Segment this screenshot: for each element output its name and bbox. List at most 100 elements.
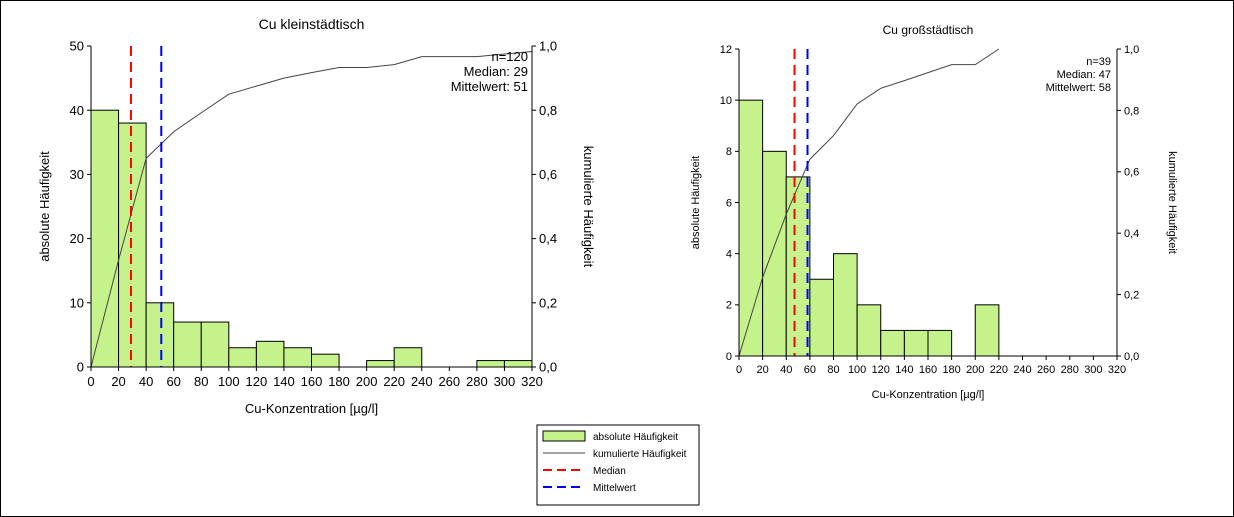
y-tick-label: 0 [77, 360, 84, 375]
x-tick-label: 160 [301, 374, 323, 389]
histogram-bar [283, 347, 312, 368]
histogram-bar [503, 360, 533, 368]
cumulative-line [738, 48, 1000, 357]
x-tick-label: 80 [194, 374, 208, 389]
y-tick-label: 20 [70, 231, 84, 246]
y-axis-label: absolute Häufigkeit [37, 151, 52, 262]
y2-axis-label: kumulierte Häufigkeit [581, 146, 596, 268]
stats-line: n=39 [1086, 56, 1111, 68]
x-tick-label: 100 [218, 374, 240, 389]
histogram-bar [809, 278, 834, 357]
histogram-bar [833, 253, 858, 357]
y2-tick-label: 0,2 [1124, 289, 1139, 301]
histogram-bar [393, 347, 423, 368]
x-axis-label: Cu-Konzentration [µg/l] [872, 389, 985, 401]
x-tick-label: 300 [1084, 364, 1102, 376]
x-axis-label: Cu-Konzentration [µg/l] [245, 401, 378, 416]
histogram-bar [762, 150, 787, 357]
x-tick-label: 20 [757, 364, 769, 376]
histogram-bar [785, 176, 811, 357]
y-tick-label: 10 [70, 295, 84, 310]
x-tick-label: 260 [1037, 364, 1055, 376]
x-tick-label: 180 [328, 374, 350, 389]
x-tick-label: 240 [1013, 364, 1031, 376]
legend-label: kumulierte Häufigkeit [593, 449, 687, 460]
x-tick-label: 40 [139, 374, 153, 389]
y2-tick-label: 0,0 [539, 360, 557, 375]
histogram-bar [974, 304, 1000, 357]
y-tick-label: 0 [726, 351, 732, 363]
x-tick-label: 240 [411, 374, 433, 389]
x-tick-label: 320 [1108, 364, 1126, 376]
x-tick-label: 200 [356, 374, 378, 389]
y-tick-label: 8 [726, 146, 732, 158]
x-tick-label: 100 [848, 364, 866, 376]
y2-tick-label: 0,8 [1124, 105, 1139, 117]
stats-line: Mittelwert: 58 [1046, 82, 1111, 94]
y-tick-label: 10 [720, 95, 732, 107]
x-tick-label: 0 [87, 374, 94, 389]
histogram-bar [927, 329, 953, 357]
stats-line: Median: 47 [1057, 69, 1111, 81]
x-tick-label: 180 [942, 364, 960, 376]
x-tick-label: 140 [273, 374, 295, 389]
stats-line: n=120 [491, 49, 528, 64]
histogram-bar [903, 329, 929, 357]
stats-line: Mittelwert: 51 [451, 79, 528, 94]
x-tick-label: 220 [383, 374, 405, 389]
histogram-bar [145, 302, 175, 368]
x-tick-label: 200 [966, 364, 984, 376]
histogram-bar [90, 109, 120, 368]
x-tick-label: 260 [438, 374, 460, 389]
chart-title: Cu kleinstädtisch [259, 16, 365, 32]
histogram-bar [311, 353, 340, 368]
y-tick-label: 4 [726, 249, 732, 261]
y2-tick-label: 0,4 [539, 231, 557, 246]
stats-line: Median: 29 [464, 64, 528, 79]
y2-tick-label: 0,2 [539, 295, 557, 310]
y2-tick-label: 0,6 [1124, 167, 1139, 179]
x-tick-label: 60 [804, 364, 816, 376]
y-tick-label: 12 [720, 44, 732, 56]
y2-tick-label: 1,0 [1124, 44, 1139, 56]
x-tick-label: 320 [521, 374, 543, 389]
x-tick-label: 280 [1061, 364, 1079, 376]
histogram-bar [228, 347, 257, 368]
y-axis-label: absolute Häufigkeit [690, 156, 702, 250]
x-tick-label: 220 [990, 364, 1008, 376]
histogram-bar [880, 329, 905, 357]
y-tick-label: 30 [70, 167, 84, 182]
y-tick-label: 6 [726, 197, 732, 209]
y-tick-label: 40 [70, 103, 84, 118]
x-tick-label: 280 [466, 374, 488, 389]
y-tick-label: 50 [70, 39, 84, 54]
x-tick-label: 60 [166, 374, 180, 389]
y2-tick-label: 0,6 [539, 167, 557, 182]
x-tick-label: 80 [827, 364, 839, 376]
legend-label: absolute Häufigkeit [593, 432, 678, 443]
x-tick-label: 120 [872, 364, 890, 376]
legend-swatch-bar [542, 430, 586, 442]
legend: absolute Häufigkeit kumulierte Häufigkeit… [536, 424, 700, 506]
x-tick-label: 140 [895, 364, 913, 376]
y2-tick-label: 0,4 [1124, 228, 1139, 240]
x-tick-label: 300 [494, 374, 516, 389]
y2-axis-label: kumulierte Häufigkeit [1166, 151, 1178, 254]
histogram-bar [173, 321, 202, 368]
histogram-bar [856, 304, 882, 357]
y-tick-label: 2 [726, 300, 732, 312]
y2-tick-label: 1,0 [539, 39, 557, 54]
histogram-bar [476, 360, 505, 368]
y2-tick-label: 0,0 [1124, 351, 1139, 363]
histogram-bar [255, 340, 285, 368]
chart-title: Cu großstädtisch [883, 23, 974, 37]
x-tick-label: 160 [919, 364, 937, 376]
x-tick-label: 40 [780, 364, 792, 376]
x-tick-label: 0 [736, 364, 742, 376]
legend-label: Median [593, 466, 626, 477]
x-tick-label: 120 [246, 374, 268, 389]
